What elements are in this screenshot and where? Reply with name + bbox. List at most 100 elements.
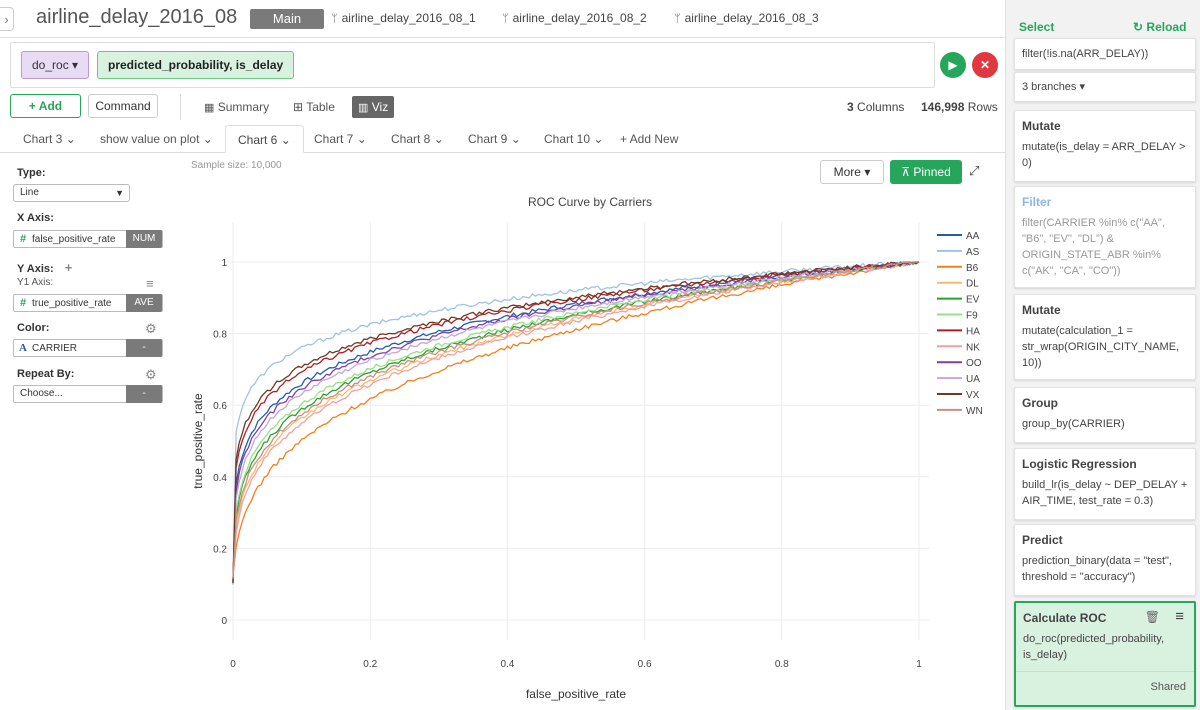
gear-icon[interactable]: ⚙ xyxy=(145,367,157,382)
add-step-button[interactable]: + Add xyxy=(10,94,81,118)
expand-icon[interactable]: ⤢ xyxy=(969,163,980,178)
y-aggregation-badge[interactable]: AVE xyxy=(126,294,162,312)
step-mutate[interactable]: Mutate mutate(is_delay = ARR_DELAY > 0) xyxy=(1014,110,1196,182)
roc-chart: ROC Curve by Carriers 0 0.2 0.4 0.6 0.8 1 0 0.2… xyxy=(191,195,983,701)
branch-tab-1[interactable]: ᛘ airline_delay_2016_08_1 xyxy=(331,11,476,25)
roc-line-as xyxy=(232,261,919,585)
plus-icon[interactable]: + xyxy=(64,260,73,275)
expand-sidebar-button[interactable]: › xyxy=(0,7,14,31)
chart-tab[interactable]: Chart 10 ⌄ xyxy=(544,132,603,146)
roc-line-vx xyxy=(232,261,920,584)
color-field[interactable]: A CARRIER - xyxy=(13,339,163,357)
command-editor[interactable]: do_roc ▾ predicted_probability, is_delay xyxy=(10,42,935,88)
chart-tab-active[interactable]: Chart 6 ⌄ xyxy=(225,125,304,153)
chart-tab[interactable]: Chart 9 ⌄ xyxy=(468,132,521,146)
step-logistic-regression[interactable]: Logistic Regression build_lr(is_delay ~ … xyxy=(1014,448,1196,520)
cancel-button[interactable]: ✕ xyxy=(972,52,998,78)
chart-grid xyxy=(223,222,929,640)
command-dropdown[interactable]: do_roc ▾ xyxy=(21,51,90,79)
step-body: build_lr(is_delay ~ DEP_DELAY + AIR_TIME… xyxy=(1022,479,1188,507)
run-button[interactable]: ▶ xyxy=(940,52,966,78)
color-field-name: CARRIER xyxy=(32,343,78,354)
tab-viz[interactable]: ▥ Viz xyxy=(352,96,395,118)
x-aggregation-badge[interactable]: NUM xyxy=(126,230,162,248)
tab-table[interactable]: ⊞ Table xyxy=(287,96,341,118)
chart-tab-label: Chart 6 xyxy=(238,133,278,147)
legend-label: AA xyxy=(966,231,980,242)
chart-tab[interactable]: Chart 3 ⌄ xyxy=(23,132,76,146)
color-label: Color: xyxy=(17,322,50,334)
step-body: prediction_binary(data = "test", thresho… xyxy=(1022,555,1172,583)
play-icon: ▶ xyxy=(948,58,958,72)
step-filter[interactable]: Filter filter(CARRIER %in% c("AA", "B6",… xyxy=(1014,186,1196,288)
step-calculate-roc[interactable]: Calculate ROC 🗑 ≡ do_roc(predicted_proba… xyxy=(1014,601,1196,707)
chart-legend: AA AS B6 DL EV F9 HA NK OO UA VX WN xyxy=(937,231,983,417)
step-title: Logistic Regression xyxy=(1022,457,1137,471)
reload-button[interactable]: ↻ Reload xyxy=(1133,20,1186,34)
chevron-down-icon: ⌄ xyxy=(280,133,291,147)
chart-lines xyxy=(232,261,920,585)
chart-tab[interactable]: Chart 8 ⌄ xyxy=(391,132,444,146)
chart-tab[interactable]: show value on plot ⌄ xyxy=(100,132,213,146)
color-badge[interactable]: - xyxy=(126,339,162,357)
more-button[interactable]: More ▾ xyxy=(820,160,884,184)
menu-icon[interactable]: ≡ xyxy=(1175,608,1184,625)
command-button[interactable]: Command xyxy=(88,94,158,118)
tab-label: Table xyxy=(306,100,335,114)
repeat-badge[interactable]: - xyxy=(126,385,162,403)
chevron-down-icon: ⌄ xyxy=(593,132,604,146)
chart-tab[interactable]: Chart 7 ⌄ xyxy=(314,132,367,146)
tab-label: Summary xyxy=(217,100,270,114)
more-label: More xyxy=(833,165,861,179)
step-divider xyxy=(1016,671,1194,672)
caret-down-icon: ▼ xyxy=(115,188,124,198)
menu-icon[interactable]: ≡ xyxy=(146,276,154,291)
branches-dropdown[interactable]: 3 branches ▾ xyxy=(1014,72,1196,102)
command-name: do_roc xyxy=(32,58,69,72)
type-label: Type: xyxy=(17,167,46,179)
y-tick-label: 0.4 xyxy=(213,473,227,484)
step-mutate[interactable]: Mutate mutate(calculation_1 = str_wrap(O… xyxy=(1014,294,1196,380)
chart-type-select[interactable]: Line ▼ xyxy=(13,184,130,202)
pinned-button[interactable]: ⊼ Pinned xyxy=(890,160,962,184)
step-filter-na[interactable]: filter(!is.na(ARR_DELAY)) xyxy=(1014,38,1196,70)
pinned-label: Pinned xyxy=(913,165,951,179)
chart-tab-label: Chart 8 xyxy=(391,132,431,146)
rows-number: 146,998 xyxy=(921,100,965,114)
repeat-by-field[interactable]: Choose... - xyxy=(13,385,163,403)
branch-tab-3[interactable]: ᛘ airline_delay_2016_08_3 xyxy=(674,11,819,25)
step-body: mutate(calculation_1 = str_wrap(ORIGIN_C… xyxy=(1022,325,1180,369)
branch-tab-main[interactable]: Main xyxy=(250,9,324,29)
tab-label: Viz xyxy=(371,100,389,114)
step-body: group_by(CARRIER) xyxy=(1022,418,1125,430)
columns-count: 3 Columns xyxy=(847,100,904,114)
x-tick-label: 0.2 xyxy=(363,659,377,670)
y-axis-field[interactable]: # true_positive_rate AVE xyxy=(13,294,163,312)
step-body: filter(!is.na(ARR_DELAY)) xyxy=(1022,48,1149,60)
command-arguments[interactable]: predicted_probability, is_delay xyxy=(97,51,295,79)
chevron-right-icon: › xyxy=(4,11,9,27)
step-group[interactable]: Group group_by(CARRIER) xyxy=(1014,387,1196,443)
chart-title: ROC Curve by Carriers xyxy=(528,195,652,209)
gear-icon[interactable]: ⚙ xyxy=(145,321,157,336)
select-button[interactable]: Select xyxy=(1019,20,1055,34)
chart-ticks: 0 0.2 0.4 0.6 0.8 1 0 0.2 0.4 0.6 0.8 1 xyxy=(213,258,922,670)
chart-tab-label: show value on plot xyxy=(100,132,200,146)
branches-text: 3 branches xyxy=(1022,81,1077,93)
repeat-by-label: Repeat By: xyxy=(17,368,75,380)
roc-line-ua xyxy=(232,261,919,581)
rows-label: Rows xyxy=(967,100,998,114)
branch-icon: ᛘ xyxy=(331,13,338,25)
plus-icon: + xyxy=(28,99,36,113)
tab-summary[interactable]: ▦ Summary xyxy=(198,96,275,118)
columns-label: Columns xyxy=(857,100,905,114)
y-field-name: true_positive_rate xyxy=(32,298,112,309)
trash-icon[interactable]: 🗑 xyxy=(1144,610,1160,624)
summary-icon: ▦ xyxy=(204,102,215,114)
branch-tab-2[interactable]: ᛘ airline_delay_2016_08_2 xyxy=(502,11,647,25)
y-axis-title: true_positive_rate xyxy=(191,393,205,489)
add-chart-button[interactable]: + Add New xyxy=(620,132,679,146)
y-tick-label: 0.6 xyxy=(213,401,227,412)
x-axis-field[interactable]: # false_positive_rate NUM xyxy=(13,230,163,248)
step-predict[interactable]: Predict prediction_binary(data = "test",… xyxy=(1014,524,1196,596)
